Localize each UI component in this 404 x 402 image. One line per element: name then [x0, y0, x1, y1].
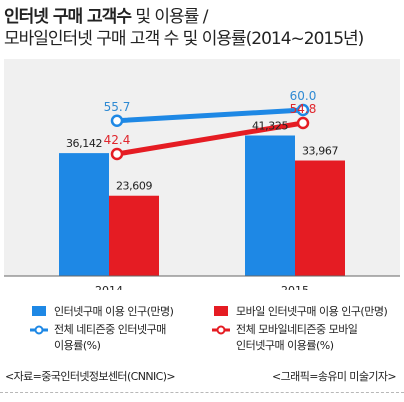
labels-layer: 36,142 41,325 23,609 33,967 55.7 60.0 42.4 54.8 — [66, 89, 339, 193]
title-light-part: 및 이용률 / — [130, 7, 208, 27]
legend-label-line1: 전체 네티즌중 인터넷구매 — [54, 323, 166, 336]
line-series-red — [114, 120, 306, 157]
lines-layer — [110, 103, 310, 161]
chart-title: 인터넷 구매 고객수 및 이용률 / 모바일인터넷 구매 고객 수 및 이용률(… — [4, 6, 400, 50]
x-tick-labels: 2014 2015 — [95, 284, 309, 290]
legend-swatch-blue-bar — [32, 306, 46, 316]
legend-label-line1: 전체 모바일네티즌중 모바일 — [236, 323, 358, 336]
legend-swatch-red-bar — [214, 306, 228, 316]
graphic-credit: <그래픽=송유미 미술기자> — [272, 370, 397, 383]
line-point-marker — [110, 114, 124, 127]
bar-value-label: 41,325 — [252, 119, 288, 132]
chart-area: 36,142 41,325 23,609 33,967 55.7 60.0 42.4 54.8… — [4, 59, 400, 290]
legend-label-line2: 이용률(%) — [54, 339, 101, 352]
line-value-label: 55.7 — [104, 100, 131, 114]
x-tick-label: 2014 — [95, 284, 123, 290]
legend-label-line2: 인터넷구매 이용률(%) — [236, 339, 334, 352]
line-point-marker — [110, 147, 124, 161]
line-value-label: 60.0 — [290, 89, 317, 103]
legend-label: 인터넷구매 이용 인구(만명) — [54, 305, 174, 318]
bar-internet-2014 — [59, 153, 109, 276]
legend-label: 모바일 인터넷구매 이용 인구(만명) — [236, 305, 388, 318]
title-bold-part: 인터넷 구매 고객수 — [4, 7, 132, 27]
line-point-marker — [296, 116, 310, 130]
bar-value-label: 36,142 — [66, 137, 102, 150]
bar-value-label: 33,967 — [302, 145, 338, 158]
bar-mobile-2014 — [109, 195, 159, 276]
line-value-label: 54.8 — [290, 102, 317, 116]
bar-internet-2015 — [245, 135, 295, 276]
source-note: <자료=중국인터넷정보센터(CNNIC)> — [5, 370, 176, 383]
title-line-1: 인터넷 구매 고객수 및 이용률 / — [4, 6, 400, 28]
bottom-dashed-rule — [0, 392, 404, 393]
x-tick-label: 2015 — [281, 284, 309, 290]
line-value-label: 42.4 — [104, 133, 131, 147]
title-line-2: 모바일인터넷 구매 고객 수 및 이용률(2014~2015년) — [4, 29, 364, 49]
line-point-marker — [296, 103, 310, 117]
bars-layer — [59, 135, 345, 276]
line-series-blue — [114, 107, 306, 124]
bar-mobile-2015 — [295, 160, 345, 276]
legend-swatch-red-line — [212, 325, 230, 335]
bar-value-label: 23,609 — [116, 180, 152, 193]
legend-swatch-blue-line — [30, 325, 48, 335]
